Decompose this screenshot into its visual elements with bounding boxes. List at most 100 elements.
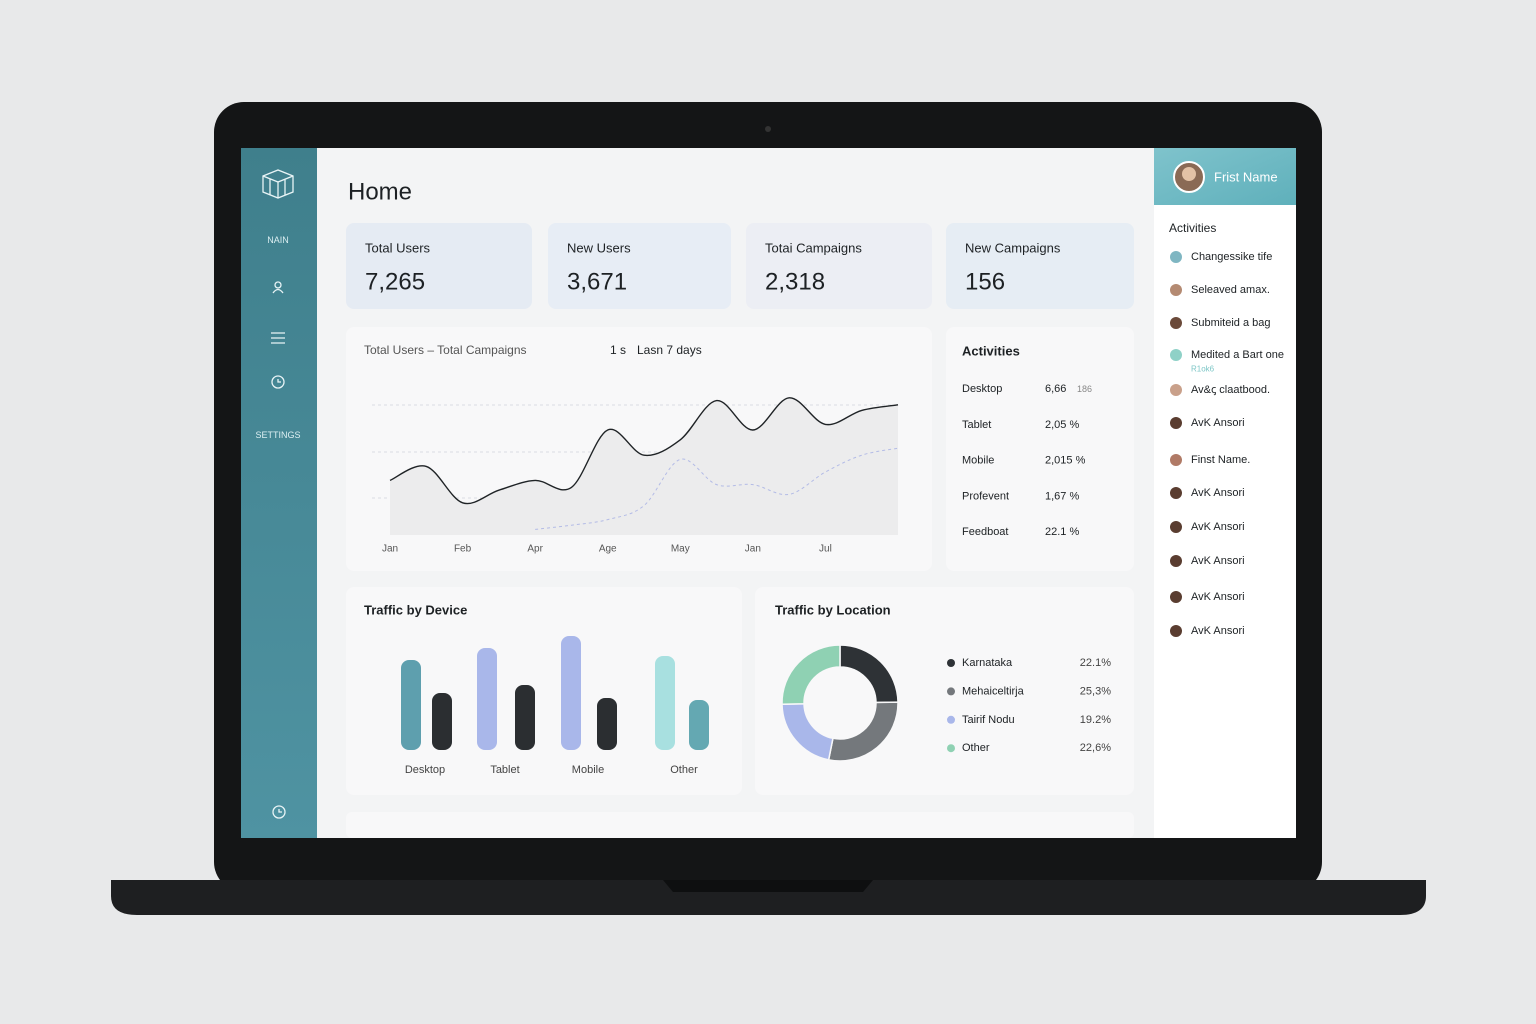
stat-card	[946, 223, 1134, 309]
bar-label: Other	[670, 764, 698, 776]
x-tick-label: Jul	[819, 544, 832, 555]
legend-dot	[947, 744, 955, 753]
feed-item[interactable]: Seleaved amax.	[1191, 284, 1270, 296]
bar	[597, 698, 617, 750]
feed-item[interactable]: AvK Ansori	[1191, 625, 1245, 637]
feed-item[interactable]: AvK Ansori	[1191, 591, 1245, 603]
activity-value: 22.1 %	[1045, 526, 1079, 538]
activity-label: Mobile	[962, 455, 994, 467]
bar	[401, 660, 421, 750]
feed-item[interactable]: Finst Name.	[1191, 454, 1250, 466]
feed-avatar[interactable]	[1170, 317, 1182, 329]
activity-label: Tablet	[962, 419, 991, 431]
legend-value: 22.1%	[1080, 657, 1111, 669]
feed-avatar[interactable]	[1170, 591, 1182, 603]
activity-value: 2,015 %	[1045, 455, 1086, 467]
line-title: Total Users – Total Campaigns	[364, 343, 527, 357]
x-tick-label: Apr	[527, 544, 543, 555]
stat-card	[346, 223, 532, 309]
legend-label: Tairif Nodu	[962, 714, 1015, 726]
legend-value: 25,3%	[1080, 685, 1111, 697]
activities-card	[946, 327, 1134, 571]
donut-segment	[781, 644, 841, 705]
feed-avatar[interactable]	[1170, 251, 1182, 263]
feed-item[interactable]: Changessike tife	[1191, 251, 1272, 263]
feed-item[interactable]: AvK Ansori	[1191, 555, 1245, 567]
user-name[interactable]: Frist Name	[1214, 170, 1278, 185]
feed-avatar[interactable]	[1170, 487, 1182, 499]
x-tick-label: Age	[599, 544, 617, 555]
legend-value: 22,6%	[1080, 742, 1111, 754]
legend-dot	[947, 715, 955, 724]
clock-icon[interactable]	[271, 375, 285, 389]
activity-label: Feedboat	[962, 526, 1008, 538]
x-tick-label: May	[671, 544, 690, 555]
nav-label[interactable]: SETTINGS	[255, 430, 300, 440]
feed-item[interactable]: Submiteid a bag	[1191, 317, 1271, 329]
feed-item[interactable]: AvK Ansori	[1191, 487, 1245, 499]
feed-title: Activities	[1169, 221, 1216, 235]
location-card	[755, 587, 1134, 795]
stat-value: 2,318	[765, 269, 825, 296]
bottom-card	[346, 812, 1134, 838]
avatar-face	[1182, 167, 1196, 181]
stat-label: New Campaigns	[965, 241, 1061, 256]
sidebar-icons	[262, 169, 294, 819]
x-tick-label: Jan	[745, 544, 761, 555]
feed-item[interactable]: AvK Ansori	[1191, 521, 1245, 533]
page-title: Home	[348, 179, 412, 206]
feed-avatar[interactable]	[1170, 384, 1182, 396]
bar	[561, 636, 581, 750]
user-icon-body	[272, 288, 284, 294]
laptop-notch	[663, 880, 873, 892]
feed-item[interactable]: Medited a Bart one	[1191, 349, 1284, 361]
legend-dot	[947, 659, 955, 667]
feed-avatar[interactable]	[1170, 417, 1182, 429]
device-title: Traffic by Device	[364, 603, 467, 618]
bar	[655, 656, 675, 750]
user-icon[interactable]	[274, 281, 282, 289]
stat-value: 7,265	[365, 269, 425, 296]
feed-avatar[interactable]	[1170, 454, 1182, 466]
stat-label: New Users	[567, 241, 631, 256]
nav-label[interactable]: NAIN	[267, 235, 289, 245]
feed-item[interactable]: Av&ꞔ claatbood.	[1191, 384, 1270, 396]
bar-label: Desktop	[405, 764, 445, 776]
range-unit[interactable]: 1 s	[610, 343, 626, 357]
x-tick-label: Jan	[382, 544, 398, 555]
legend-value: 19.2%	[1080, 714, 1111, 726]
bar	[689, 700, 709, 750]
x-tick-label: Feb	[454, 544, 472, 555]
feed-item[interactable]: AvK Ansori	[1191, 417, 1245, 429]
bar	[432, 693, 452, 750]
feed-avatar[interactable]	[1170, 625, 1182, 637]
line-area	[390, 397, 898, 535]
bar	[477, 648, 497, 750]
activities-title: Activities	[962, 344, 1020, 359]
feed-avatar[interactable]	[1170, 284, 1182, 296]
stat-card	[548, 223, 731, 309]
feed-sub: R1ok6	[1191, 365, 1215, 374]
clock-hand	[277, 379, 281, 383]
activity-label: Profevent	[962, 490, 1009, 502]
line	[389, 397, 899, 505]
menu-icon[interactable]	[271, 332, 285, 344]
bar-label: Mobile	[572, 764, 604, 776]
activity-label: Desktop	[962, 383, 1002, 395]
stat-value: 156	[965, 269, 1005, 296]
range-label[interactable]: Lasn 7 days	[637, 343, 702, 357]
stat-value: 3,671	[567, 269, 627, 296]
activity-value: 6,66	[1045, 383, 1066, 395]
feed-avatar[interactable]	[1170, 521, 1182, 533]
logo	[262, 169, 294, 199]
feed-avatar[interactable]	[1170, 555, 1182, 567]
bottom-hand	[278, 809, 282, 813]
legend-dot	[947, 687, 955, 696]
feed-avatar[interactable]	[1170, 349, 1182, 361]
stat-label: Total Users	[365, 241, 431, 256]
legend-label: Karnataka	[962, 657, 1013, 669]
bottom-icon[interactable]	[272, 805, 286, 819]
location-title: Traffic by Location	[775, 603, 891, 618]
